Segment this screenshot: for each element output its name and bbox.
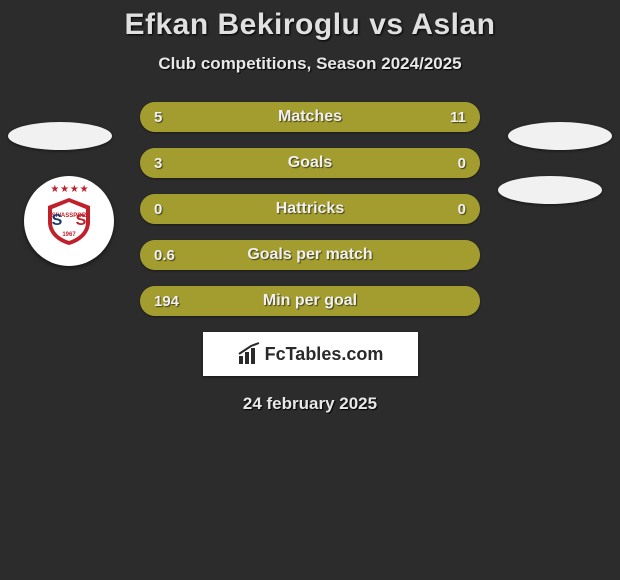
brand-watermark: FcTables.com <box>203 332 418 376</box>
stat-row: 3Goals0 <box>140 148 480 178</box>
stat-value-right: 11 <box>450 102 466 132</box>
page-title: Efkan Bekiroglu vs Aslan <box>0 8 620 42</box>
stat-row: 5Matches11 <box>140 102 480 132</box>
stat-row: 0Hattricks0 <box>140 194 480 224</box>
bar-chart-icon <box>237 342 261 366</box>
stat-label: Matches <box>140 102 480 132</box>
stat-value-right: 0 <box>458 148 466 178</box>
stat-row: 0.6Goals per match <box>140 240 480 270</box>
svg-text:S: S <box>52 212 63 229</box>
svg-text:1967: 1967 <box>62 232 76 238</box>
stat-value-right: 0 <box>458 194 466 224</box>
stats-container: 5Matches113Goals00Hattricks00.6Goals per… <box>140 102 480 316</box>
stat-label: Goals per match <box>140 240 480 270</box>
stat-label: Hattricks <box>140 194 480 224</box>
player-left-club-logo: ★ ★ ★ ★ SIVASSPOR S S 1967 <box>24 176 114 266</box>
stat-label: Min per goal <box>140 286 480 316</box>
player-right-flag <box>508 122 612 150</box>
player-right-club-logo <box>498 176 602 204</box>
stat-row: 194Min per goal <box>140 286 480 316</box>
svg-text:S: S <box>76 212 87 229</box>
player-left-flag <box>8 122 112 150</box>
subtitle: Club competitions, Season 2024/2025 <box>0 54 620 74</box>
sivasspor-logo: ★ ★ ★ ★ SIVASSPOR S S 1967 <box>34 186 104 256</box>
brand-text: FcTables.com <box>265 344 384 365</box>
stat-label: Goals <box>140 148 480 178</box>
date-label: 24 february 2025 <box>0 394 620 414</box>
